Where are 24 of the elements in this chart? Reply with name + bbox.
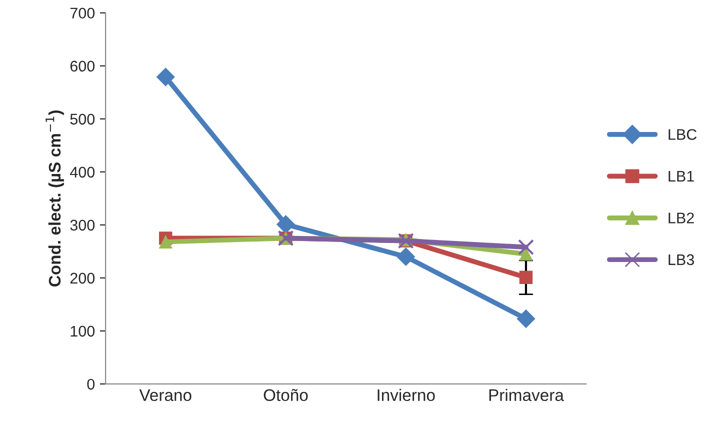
point	[519, 270, 533, 284]
y-tick-label: 400	[70, 166, 95, 178]
y-tick-label: 500	[70, 114, 95, 125]
y-tick-label: 200	[70, 272, 95, 284]
y-tick-label: 600	[70, 60, 95, 72]
y-tick-label: 300	[70, 220, 95, 231]
point	[396, 248, 416, 266]
point	[276, 215, 295, 234]
x-tick-label: Otoño	[264, 388, 308, 402]
x-tick-label: Verano	[139, 389, 192, 402]
y-tick-label: 0	[87, 378, 95, 390]
legend-label: LB2	[668, 212, 694, 224]
legend-label: LB1	[668, 170, 694, 182]
y-axis-title: Cond. elect. (µS cm$^{−1}$)	[46, 110, 64, 286]
x-tick-label: Primavera	[489, 388, 564, 402]
legend-label: LBC	[668, 129, 697, 140]
y-tick-label: 700	[70, 8, 95, 19]
legend-label: LB3	[668, 254, 694, 266]
x-tick-label: Invierno	[378, 388, 435, 402]
y-tick-label: 100	[70, 326, 95, 337]
point	[516, 310, 536, 328]
point	[156, 68, 175, 86]
point	[518, 239, 534, 256]
point	[159, 235, 172, 248]
